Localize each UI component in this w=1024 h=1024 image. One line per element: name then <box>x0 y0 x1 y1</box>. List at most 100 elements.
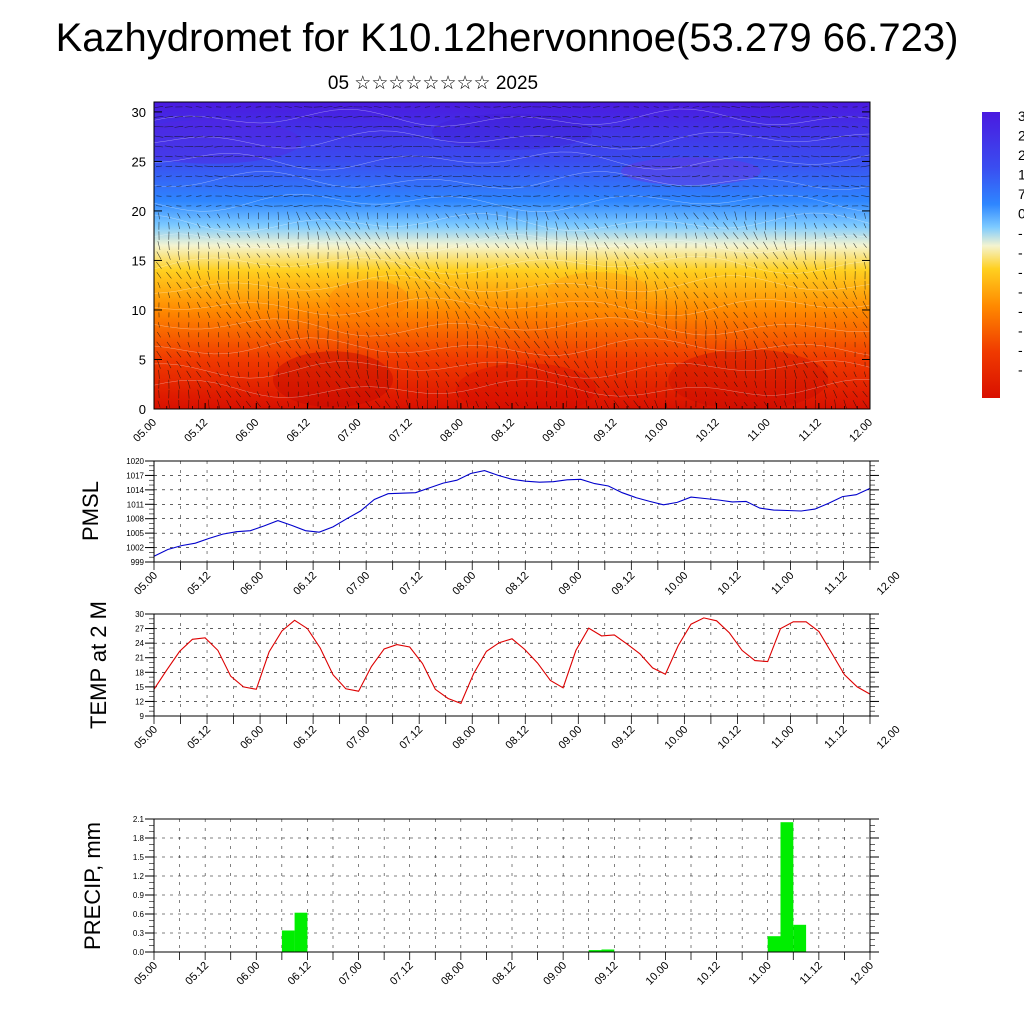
wind-vector <box>297 252 300 259</box>
wind-vector <box>154 135 164 138</box>
y-tick-label: 5 <box>139 352 146 367</box>
wind-vector <box>157 322 160 328</box>
wind-vector <box>446 233 449 239</box>
wind-vector <box>492 185 502 188</box>
wind-vector <box>685 232 687 239</box>
wind-vector <box>830 165 840 168</box>
wind-vector <box>643 106 649 108</box>
wind-vector <box>615 213 618 219</box>
wind-vector <box>355 222 361 230</box>
wind-vector <box>346 401 350 407</box>
wind-vector <box>316 292 320 298</box>
x-tick-label: 11.12 <box>798 960 825 987</box>
wind-vector <box>306 273 310 278</box>
wind-vector <box>285 330 291 339</box>
wind-vector <box>745 292 747 298</box>
heatmap-blob <box>621 157 761 186</box>
wind-vector <box>522 106 532 108</box>
wind-vector <box>604 312 609 318</box>
wind-vector <box>771 106 780 108</box>
wind-vector <box>603 205 609 207</box>
wind-vector <box>485 401 490 407</box>
wind-vector <box>257 300 260 310</box>
wind-vector <box>406 361 409 368</box>
wind-vector <box>851 146 860 148</box>
wind-vector <box>813 222 817 229</box>
wind-vector <box>197 312 200 318</box>
wind-vector <box>476 330 479 339</box>
wind-vector <box>324 195 332 197</box>
wind-vector <box>533 185 540 187</box>
wind-vector <box>307 252 309 259</box>
wind-vector <box>802 281 808 289</box>
precip-bar <box>294 912 308 952</box>
wind-vector <box>641 165 651 168</box>
wind-vector <box>455 281 460 290</box>
wind-vector <box>832 301 838 309</box>
wind-vector <box>674 291 679 300</box>
wind-vector <box>387 222 389 230</box>
wind-vector <box>155 145 163 148</box>
wind-vector <box>804 332 807 338</box>
wind-vector <box>505 232 509 240</box>
wind-vector <box>853 233 857 238</box>
wind-vector <box>186 281 192 289</box>
wind-vector <box>543 185 550 187</box>
wind-vector <box>843 361 847 368</box>
wind-vector <box>784 212 787 220</box>
wind-vector <box>455 381 460 387</box>
wind-vector <box>168 241 170 251</box>
wind-vector <box>782 261 789 269</box>
wind-vector <box>624 311 629 318</box>
wind-vector <box>625 342 628 348</box>
wind-vector <box>813 260 817 270</box>
wind-vector <box>188 389 190 399</box>
wind-vector <box>595 251 598 260</box>
wind-vector <box>543 135 551 138</box>
wind-vector <box>424 281 431 289</box>
wind-vector <box>436 223 439 229</box>
wind-vector <box>811 165 820 168</box>
colorbar-label: 2 <box>1018 128 1024 144</box>
wind-vector <box>614 380 619 389</box>
wind-vector <box>317 231 320 240</box>
wind-vector <box>522 116 531 118</box>
wind-vector <box>277 211 279 220</box>
wind-vector <box>255 116 261 118</box>
wind-vector <box>592 165 601 168</box>
wind-vector <box>862 400 868 408</box>
wind-vector <box>842 301 848 309</box>
wind-vector <box>525 320 529 329</box>
wind-vector <box>325 371 331 378</box>
precip-bar <box>601 949 615 952</box>
wind-vector <box>277 361 280 368</box>
wind-vector <box>244 195 253 197</box>
wind-vector <box>345 175 351 177</box>
wind-vector <box>751 115 761 118</box>
wind-vector <box>564 380 569 389</box>
wind-vector <box>187 213 191 219</box>
wind-vector <box>366 302 370 308</box>
wind-vector <box>524 263 529 268</box>
wind-vector <box>860 185 870 187</box>
precipitation-panel: 0.00.30.60.91.21.51.82.105.00 05.12 06.00 0… <box>80 815 879 988</box>
wind-vector <box>545 370 549 379</box>
wind-vector <box>492 195 502 197</box>
wind-vector <box>692 106 700 108</box>
wind-vector <box>834 242 837 249</box>
wind-vector <box>791 115 800 118</box>
wind-vector <box>384 106 392 108</box>
wind-vector <box>375 231 380 240</box>
wind-vector <box>294 175 302 178</box>
wind-vector <box>415 251 420 260</box>
wind-vector <box>157 282 161 289</box>
wind-vector <box>156 175 162 177</box>
wind-vector <box>343 126 353 128</box>
wind-vector <box>315 221 321 230</box>
wind-vector <box>802 175 809 177</box>
wind-vector <box>625 223 628 229</box>
wind-vector <box>693 222 698 230</box>
wind-vector <box>295 136 301 138</box>
wind-vector <box>306 282 311 288</box>
